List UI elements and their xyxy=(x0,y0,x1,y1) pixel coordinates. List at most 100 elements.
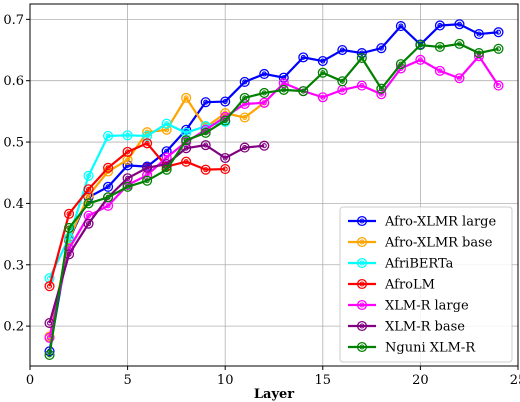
x-tick-label: 5 xyxy=(123,373,131,388)
y-tick-label: 0.6 xyxy=(3,74,24,89)
legend-item: Nguni XLM-R xyxy=(348,341,476,356)
data-point xyxy=(220,115,231,126)
data-point xyxy=(337,76,348,87)
series-line xyxy=(48,142,226,287)
series-line xyxy=(48,42,499,356)
data-point xyxy=(278,72,289,83)
data-point xyxy=(103,181,114,192)
legend-label: AfriBERTa xyxy=(384,257,454,272)
legend-label: XLM-R base xyxy=(385,320,465,335)
data-point xyxy=(83,210,94,221)
data-point xyxy=(493,27,504,38)
series-2 xyxy=(44,116,231,284)
data-point xyxy=(200,140,211,151)
data-point xyxy=(142,138,153,149)
data-point xyxy=(239,76,250,87)
data-point xyxy=(122,130,133,141)
data-point xyxy=(122,154,133,165)
legend-item: XLM-R large xyxy=(348,299,469,314)
legend-swatch-marker xyxy=(356,341,368,353)
data-point xyxy=(122,181,133,192)
y-tick-label: 0.7 xyxy=(3,13,24,28)
data-point xyxy=(356,80,367,91)
data-point xyxy=(415,54,426,65)
series-6 xyxy=(44,38,504,361)
data-point xyxy=(317,56,328,67)
x-tick-label: 10 xyxy=(217,373,234,388)
data-point xyxy=(44,349,55,361)
y-tick-label: 0.4 xyxy=(3,197,24,212)
data-point xyxy=(239,142,250,153)
data-point xyxy=(434,65,445,76)
data-point xyxy=(63,222,75,233)
data-point xyxy=(376,43,387,54)
legend-label: Nguni XLM-R xyxy=(385,341,476,356)
series-lines xyxy=(44,19,504,361)
legend-box xyxy=(339,206,513,363)
data-point xyxy=(83,218,94,229)
data-point xyxy=(473,48,485,59)
data-point xyxy=(259,68,270,79)
data-point xyxy=(103,162,114,173)
data-point xyxy=(161,118,172,129)
data-point xyxy=(376,83,387,94)
data-point xyxy=(454,19,465,30)
legend-label: XLM-R large xyxy=(385,299,469,314)
data-point xyxy=(259,97,270,108)
legend-item: Afro-XLMR base xyxy=(348,236,493,251)
legend-swatch-marker xyxy=(356,278,368,290)
data-point xyxy=(493,80,504,91)
legend-item: AfriBERTa xyxy=(348,257,454,272)
legend-swatch-marker xyxy=(356,236,368,248)
data-point xyxy=(493,43,504,54)
data-point xyxy=(454,73,465,84)
data-point xyxy=(415,40,426,51)
data-point xyxy=(181,135,192,146)
legend-swatch-marker xyxy=(356,299,368,311)
data-point xyxy=(298,86,309,97)
legend-label: AfroLM xyxy=(384,278,435,293)
data-point xyxy=(44,281,55,292)
data-point xyxy=(142,162,153,173)
x-tick-label: 25 xyxy=(510,373,520,388)
legend-label: Afro-XLMR large xyxy=(384,215,497,230)
series-line xyxy=(48,120,226,279)
x-tick-label: 0 xyxy=(26,373,34,388)
data-point xyxy=(200,97,211,108)
data-point xyxy=(103,192,114,203)
data-point xyxy=(63,208,75,219)
y-tick-label: 0.2 xyxy=(3,320,24,335)
series-line xyxy=(48,96,265,337)
data-point xyxy=(83,184,94,195)
data-point xyxy=(317,92,328,103)
data-point xyxy=(220,152,231,164)
data-point xyxy=(161,164,172,175)
series-line xyxy=(48,144,265,324)
y-tick-label: 0.3 xyxy=(3,258,24,273)
data-point xyxy=(142,175,153,186)
series-3 xyxy=(44,138,231,292)
legend-item: XLM-R base xyxy=(348,320,465,335)
data-point xyxy=(181,92,192,103)
data-point xyxy=(298,52,309,63)
x-tick-label: 15 xyxy=(315,373,332,388)
data-point xyxy=(259,140,270,151)
data-point xyxy=(142,130,153,141)
legend-swatch-marker xyxy=(356,320,368,332)
data-point xyxy=(200,127,211,138)
data-point xyxy=(473,29,485,40)
data-point xyxy=(103,130,114,141)
legend: Afro-XLMR large Afro-XLMR base AfriBERTa Af… xyxy=(339,206,513,363)
data-point xyxy=(220,163,231,175)
data-point xyxy=(181,156,192,167)
legend-item: AfroLM xyxy=(348,278,435,293)
data-point xyxy=(395,21,406,32)
data-point xyxy=(220,96,231,107)
legend-swatch-marker xyxy=(356,257,368,269)
data-point xyxy=(83,170,94,181)
data-point xyxy=(239,112,250,123)
data-point xyxy=(259,87,270,99)
legend-swatch-marker xyxy=(356,215,368,227)
